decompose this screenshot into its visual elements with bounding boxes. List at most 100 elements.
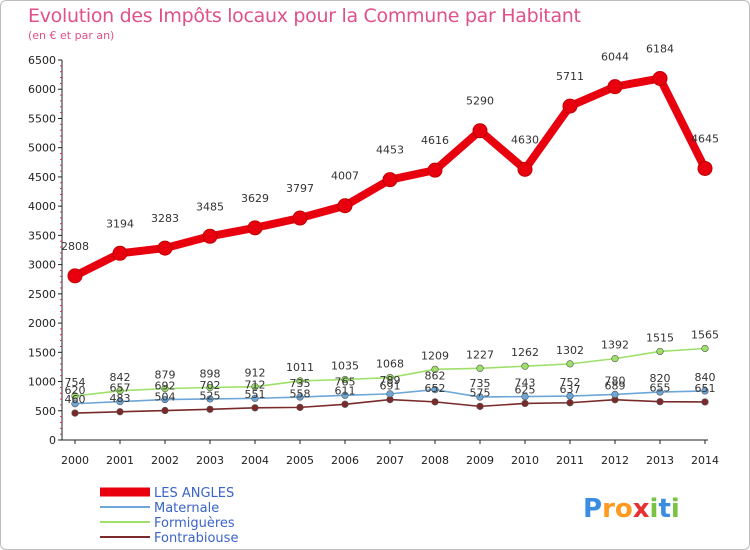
- y-tick-label: 4500: [28, 171, 56, 184]
- x-tick-label: 2003: [196, 454, 224, 467]
- data-point: [431, 365, 439, 373]
- data-label: 702: [200, 379, 221, 392]
- logo-letter: o: [615, 494, 633, 524]
- data-label: 692: [155, 380, 176, 393]
- data-point: [67, 268, 83, 284]
- data-label: 689: [605, 380, 626, 393]
- data-point: [71, 392, 79, 400]
- data-label: 752: [560, 376, 581, 389]
- data-point: [251, 404, 259, 412]
- data-label: 862: [425, 370, 446, 383]
- data-label: 691: [380, 380, 401, 393]
- data-label: 754: [65, 376, 86, 389]
- y-tick-label: 3500: [28, 229, 56, 242]
- data-label: 840: [695, 371, 716, 384]
- data-point: [611, 390, 619, 399]
- y-tick-label: 3000: [28, 259, 56, 272]
- data-point: [161, 385, 169, 393]
- logo-letter: i: [671, 494, 680, 524]
- data-label: 652: [425, 382, 446, 395]
- logo-letter: t: [658, 494, 670, 524]
- data-label: 460: [65, 393, 86, 406]
- data-point: [521, 362, 529, 370]
- data-point: [476, 364, 484, 372]
- data-point: [292, 210, 308, 226]
- data-label: 3194: [106, 217, 134, 230]
- data-label: 1011: [286, 361, 314, 374]
- y-tick-label: 0: [49, 434, 56, 447]
- y-tick-label: 6500: [28, 54, 56, 67]
- data-label: 558: [290, 387, 311, 400]
- legend-label-1: Maternale: [154, 501, 219, 516]
- data-point: [112, 245, 128, 261]
- data-point: [656, 347, 664, 356]
- data-point: [341, 400, 349, 408]
- legend-label-3: Fontrabiouse: [154, 531, 238, 546]
- data-point: [157, 240, 173, 256]
- data-label: 1515: [646, 331, 674, 344]
- data-label: 4616: [421, 134, 449, 147]
- data-label: 4007: [331, 170, 359, 183]
- data-point: [521, 392, 529, 401]
- data-label: 3485: [196, 200, 224, 213]
- data-label: 1227: [466, 348, 494, 361]
- x-tick-label: 2014: [691, 454, 719, 467]
- data-point: [656, 398, 664, 406]
- data-label: 6044: [601, 51, 629, 64]
- data-label: 3283: [151, 212, 179, 225]
- data-label: 765: [335, 375, 356, 388]
- data-label: 820: [650, 372, 671, 385]
- logo-text: Proxiti: [583, 494, 680, 524]
- x-tick-label: 2007: [376, 454, 404, 467]
- x-tick-label: 2002: [151, 454, 179, 467]
- data-point: [71, 400, 79, 408]
- data-point: [611, 355, 619, 363]
- data-point: [341, 391, 349, 399]
- logo-letter: P: [583, 494, 602, 524]
- x-tick-label: 2000: [61, 454, 89, 467]
- data-point: [296, 403, 304, 411]
- data-label: 912: [245, 367, 266, 380]
- data-label: 5711: [556, 70, 584, 83]
- x-tick-label: 2009: [466, 454, 494, 467]
- chart-subtitle: (en € et par an): [28, 29, 115, 42]
- data-label: 551: [245, 388, 266, 401]
- data-point: [652, 70, 668, 86]
- x-tick-label: 2008: [421, 454, 449, 467]
- data-point: [521, 399, 529, 408]
- data-label: 483: [110, 392, 131, 405]
- data-point: [296, 393, 304, 401]
- data-label: 2808: [61, 240, 89, 253]
- x-tick-label: 2012: [601, 454, 629, 467]
- data-label: 712: [245, 378, 266, 391]
- data-point: [697, 160, 713, 176]
- data-point: [566, 360, 574, 368]
- data-label: 1209: [421, 349, 449, 362]
- y-tick-label: 1500: [28, 346, 56, 359]
- series-lines: [67, 70, 713, 417]
- data-point: [386, 390, 394, 398]
- data-label: 1392: [601, 339, 629, 352]
- logo-letter: i: [650, 494, 659, 524]
- data-label: 735: [290, 377, 311, 390]
- data-label: 3797: [286, 182, 314, 195]
- chart-title: Evolution des Impôts locaux pour la Comm…: [28, 5, 581, 27]
- data-point: [607, 79, 623, 95]
- y-tick-label: 1000: [28, 376, 56, 389]
- data-point: [161, 395, 169, 404]
- data-point: [566, 399, 574, 407]
- data-label: 575: [470, 386, 491, 399]
- data-point: [116, 408, 124, 416]
- data-label: 898: [200, 368, 221, 381]
- y-tick-label: 500: [35, 405, 56, 418]
- data-point: [562, 98, 578, 114]
- y-tick-label: 5000: [28, 142, 56, 155]
- x-tick-label: 2001: [106, 454, 134, 467]
- data-label: 735: [470, 377, 491, 390]
- x-tick-label: 2004: [241, 454, 269, 467]
- data-point: [337, 198, 353, 214]
- x-tick-label: 2005: [286, 454, 314, 467]
- data-label: 3629: [241, 192, 269, 205]
